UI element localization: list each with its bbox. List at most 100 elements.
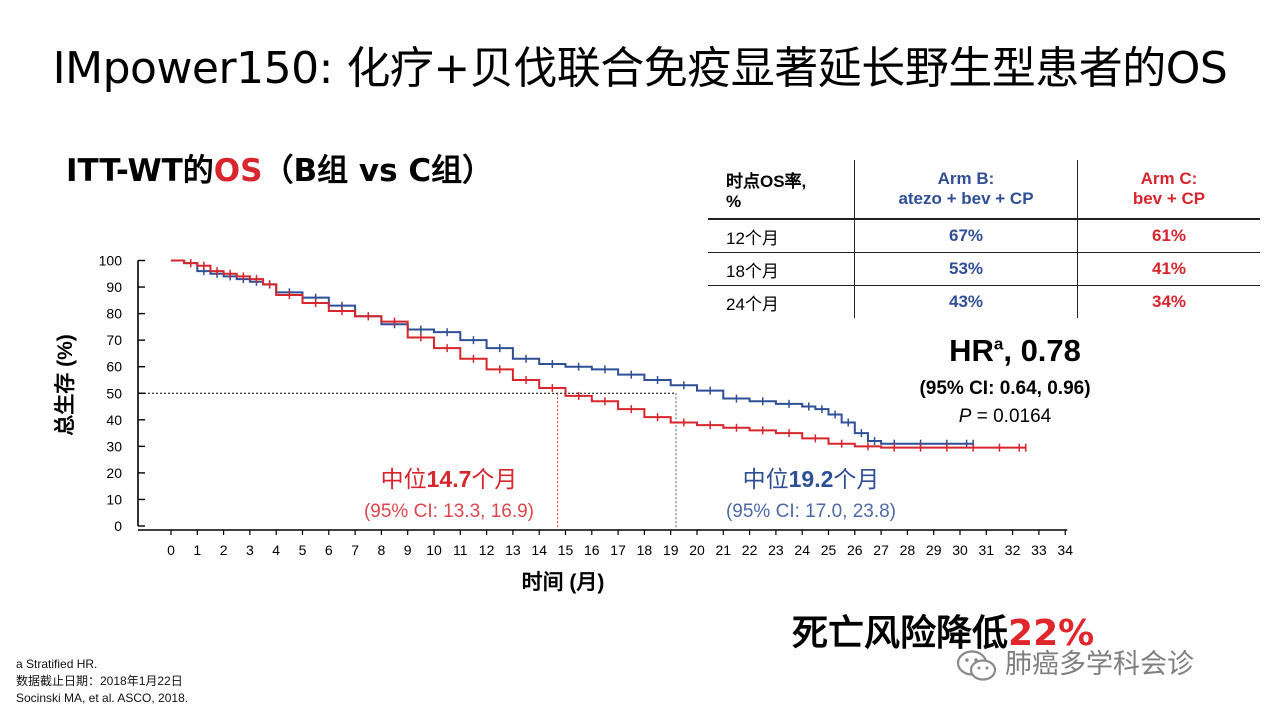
wechat-icon bbox=[956, 649, 997, 681]
row-arm-b-value: 67% bbox=[854, 219, 1078, 253]
x-tick-label: 15 bbox=[558, 542, 574, 558]
header-arm-b-line1: Arm B: bbox=[937, 169, 995, 188]
table-header-timepoint: 时点OS率, % bbox=[708, 160, 855, 219]
y-tick-label: 40 bbox=[106, 412, 122, 428]
subtitle-prefix: ITT-WT的 bbox=[66, 153, 214, 189]
median-arm-c-label: 中位14.7个月 bbox=[381, 466, 518, 492]
x-tick-label: 22 bbox=[742, 542, 758, 558]
footnote-line: a Stratified HR. bbox=[16, 657, 98, 671]
y-tick-label: 20 bbox=[106, 465, 122, 481]
hazard-ratio: HRa, 0.78 bbox=[900, 333, 1130, 369]
x-tick-label: 10 bbox=[426, 542, 442, 558]
x-tick-label: 18 bbox=[637, 542, 653, 558]
p-value: P = 0.0164 bbox=[880, 406, 1130, 428]
p-number: = 0.0164 bbox=[971, 406, 1052, 427]
y-tick-label: 60 bbox=[106, 359, 122, 375]
header-arm-c-line1: Arm C: bbox=[1140, 169, 1198, 188]
footnote: a Stratified HR. 数据截止日期：2018年1月22日 Socin… bbox=[16, 656, 188, 707]
hr-superscript: a bbox=[993, 334, 1004, 354]
y-tick-label: 0 bbox=[114, 518, 122, 534]
row-arm-c-value: 34% bbox=[1077, 285, 1260, 318]
hr-value: , 0.78 bbox=[1003, 333, 1081, 368]
survival-curve-arm-b bbox=[171, 259, 974, 445]
x-tick-label: 12 bbox=[479, 542, 495, 558]
x-tick-label: 25 bbox=[821, 542, 837, 558]
x-tick-label: 20 bbox=[689, 542, 705, 558]
chart-subtitle: ITT-WT的OS（B组 vs C组） bbox=[66, 145, 493, 190]
table-row: 18个月 53% 41% bbox=[708, 252, 1260, 286]
p-label: P bbox=[958, 406, 972, 427]
y-tick-label: 50 bbox=[106, 385, 122, 401]
table-row: 12个月 67% 61% bbox=[708, 219, 1260, 253]
watermark: 肺癌多学科会诊 bbox=[955, 642, 1194, 684]
x-tick-label: 29 bbox=[926, 542, 942, 558]
page-title: IMpower150: 化疗+贝伐联合免疫显著延长野生型患者的OS bbox=[52, 43, 1228, 94]
x-tick-label: 23 bbox=[768, 542, 784, 558]
x-tick-label: 3 bbox=[246, 542, 254, 558]
x-tick-label: 34 bbox=[1057, 542, 1073, 558]
hr-confidence-interval: (95% CI: 0.64, 0.96) bbox=[919, 378, 1091, 399]
x-tick-label: 21 bbox=[716, 542, 732, 558]
x-tick-label: 16 bbox=[584, 542, 600, 558]
os-rate-table: 时点OS率, % Arm B: atezo + bev + CP Arm C: … bbox=[708, 160, 1260, 318]
x-tick-label: 30 bbox=[952, 542, 968, 558]
y-tick-label: 80 bbox=[106, 306, 122, 322]
median-arm-c-ci: (95% CI: 13.3, 16.9) bbox=[364, 501, 534, 522]
x-tick-label: 8 bbox=[378, 542, 386, 558]
header-arm-c-line2: bev + CP bbox=[1132, 189, 1206, 208]
y-tick-label: 100 bbox=[99, 253, 123, 269]
x-tick-label: 9 bbox=[404, 542, 412, 558]
subtitle-highlight: OS bbox=[213, 153, 263, 189]
row-time: 12个月 bbox=[726, 228, 779, 248]
header-timepoint-line1: 时点OS率, bbox=[726, 171, 807, 191]
x-tick-label: 2 bbox=[220, 542, 228, 558]
table-header-arm-c: Arm C: bev + CP bbox=[1077, 160, 1260, 219]
y-tick-label: 10 bbox=[106, 491, 122, 507]
x-tick-label: 6 bbox=[325, 542, 333, 558]
x-tick-label: 27 bbox=[873, 542, 889, 558]
x-tick-label: 1 bbox=[193, 542, 201, 558]
header-arm-b-line2: atezo + bev + CP bbox=[898, 189, 1034, 208]
median-arm-b-ci: (95% CI: 17.0, 23.8) bbox=[726, 501, 896, 522]
hr-label: HR bbox=[949, 333, 994, 368]
x-tick-label: 13 bbox=[505, 542, 521, 558]
y-tick-label: 90 bbox=[106, 279, 122, 295]
risk-reduction-value: 22% bbox=[1008, 613, 1095, 654]
table-row: 24个月 43% 34% bbox=[708, 285, 1260, 318]
row-arm-c-value: 41% bbox=[1077, 252, 1260, 286]
risk-reduction-text: 死亡风险降低 bbox=[792, 613, 1009, 654]
table-header-row: 时点OS率, % Arm B: atezo + bev + CP Arm C: … bbox=[708, 160, 1260, 219]
x-tick-label: 14 bbox=[531, 542, 547, 558]
header-timepoint-line2: % bbox=[726, 191, 742, 211]
x-tick-label: 0 bbox=[167, 542, 175, 558]
row-time: 18个月 bbox=[726, 261, 779, 281]
table-header-arm-b: Arm B: atezo + bev + CP bbox=[854, 160, 1078, 219]
row-time: 24个月 bbox=[726, 294, 779, 314]
y-tick-label: 30 bbox=[106, 438, 122, 454]
x-tick-label: 28 bbox=[900, 542, 916, 558]
footnote-line: 数据截止日期：2018年1月22日 bbox=[16, 674, 183, 688]
footnote-line: Socinski MA, et al. ASCO, 2018. bbox=[16, 691, 189, 705]
watermark-text: 肺癌多学科会诊 bbox=[1005, 649, 1194, 680]
row-arm-b-value: 53% bbox=[854, 252, 1078, 286]
x-tick-label: 31 bbox=[979, 542, 995, 558]
subtitle-suffix: （B组 vs C组） bbox=[262, 153, 494, 189]
median-arm-b-label: 中位19.2个月 bbox=[743, 466, 880, 492]
x-tick-label: 11 bbox=[453, 542, 468, 558]
row-arm-c-value: 61% bbox=[1077, 219, 1260, 253]
x-tick-label: 33 bbox=[1031, 542, 1047, 558]
x-tick-label: 7 bbox=[351, 542, 359, 558]
y-axis-label: 总生存 (%) bbox=[53, 334, 77, 436]
survival-curve-arm-c bbox=[171, 259, 1026, 449]
x-tick-label: 5 bbox=[299, 542, 307, 558]
y-tick-label: 70 bbox=[106, 332, 122, 348]
x-tick-label: 24 bbox=[794, 542, 810, 558]
risk-reduction-callout: 死亡风险降低22% bbox=[792, 604, 1094, 656]
x-tick-label: 4 bbox=[272, 542, 280, 558]
survival-curves: 中位14.7个月 (95% CI: 13.3, 16.9) 中位19.2个月 (95%… bbox=[171, 259, 1027, 522]
x-tick-label: 26 bbox=[847, 542, 863, 558]
x-axis-label: 时间 (月) bbox=[522, 571, 605, 594]
x-tick-label: 17 bbox=[610, 542, 626, 558]
row-arm-b-value: 43% bbox=[854, 285, 1078, 318]
